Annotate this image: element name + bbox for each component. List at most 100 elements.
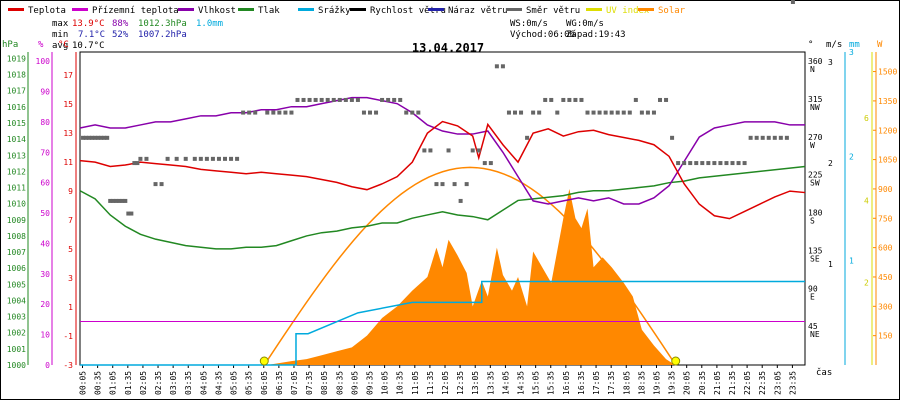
x-tick-label: 16:35 xyxy=(577,371,586,395)
wind-direction-point xyxy=(410,110,415,115)
wind-direction-point xyxy=(349,97,354,102)
x-tick-label: 05:35 xyxy=(245,371,254,395)
wind-direction-point xyxy=(621,110,626,115)
pressure-tick-label: 1006 xyxy=(7,264,26,273)
wind-tick-label: 3 xyxy=(828,58,833,67)
x-tick-label: 09:05 xyxy=(350,371,359,395)
wind-direction-point xyxy=(241,110,246,115)
wind-direction-point xyxy=(476,148,481,153)
direction-unit: ° xyxy=(808,40,813,50)
x-tick-label: 02:05 xyxy=(139,371,148,395)
wind-direction-point xyxy=(651,110,656,115)
pressure-tick-label: 1005 xyxy=(7,280,26,289)
wind-direction-point xyxy=(192,156,197,161)
x-axis-label: čas xyxy=(816,367,832,378)
direction-tick-name: N xyxy=(810,65,815,74)
pressure-unit: hPa xyxy=(2,40,18,50)
x-tick-label: 23:05 xyxy=(773,371,782,395)
legend-label: Tlak xyxy=(258,6,280,16)
wind-direction-point xyxy=(183,156,188,161)
wind-direction-point xyxy=(283,110,288,115)
wind-direction-point xyxy=(87,135,92,140)
temp-tick-label: -1 xyxy=(63,332,73,341)
humidity-tick-label: 90 xyxy=(40,88,50,97)
x-tick-label: 23:35 xyxy=(788,371,797,395)
direction-tick-label: 180 xyxy=(808,209,823,218)
pressure-tick-label: 1004 xyxy=(7,296,26,305)
wind-direction-point xyxy=(500,64,505,69)
legend-swatch xyxy=(238,8,254,11)
sun-marker xyxy=(671,356,681,366)
humidity-tick-label: 10 xyxy=(40,331,50,340)
temp-tick-label: 3 xyxy=(68,274,73,283)
wind-direction-point xyxy=(470,148,475,153)
temp-tick-label: 9 xyxy=(68,187,73,196)
wind-direction-point xyxy=(519,110,524,115)
x-tick-label: 00:05 xyxy=(79,371,88,395)
wind-direction-point xyxy=(301,97,306,102)
direction-tick-label: 360 xyxy=(808,57,823,66)
axes: hPa% °C ° m/s mm W101910181017101610151014101… xyxy=(2,40,897,395)
pressure-tick-label: 1017 xyxy=(7,87,26,96)
stat-ws: WS:0m/s xyxy=(510,19,548,29)
wind-direction-point xyxy=(772,135,777,140)
direction-tick-label: 90 xyxy=(808,284,818,293)
x-tick-label: 22:05 xyxy=(743,371,752,395)
legend-label: Srážky xyxy=(318,6,351,16)
wind-direction-point xyxy=(337,97,342,102)
x-tick-label: 04:05 xyxy=(199,371,208,395)
wind-direction-point xyxy=(93,135,98,140)
wind-direction-point xyxy=(754,135,759,140)
wind-direction-point xyxy=(380,97,385,102)
wind-direction-point xyxy=(513,110,517,115)
wind-direction-point xyxy=(464,182,469,187)
wind-direction-point xyxy=(120,198,125,203)
wind-direction-point xyxy=(235,156,240,161)
wind-direction-point xyxy=(748,135,753,140)
stat-avg-temp: 10.7°C xyxy=(72,41,105,51)
x-tick-label: 20:05 xyxy=(683,371,692,395)
solar-tick-label: 1050 xyxy=(878,156,897,165)
wind-direction-point xyxy=(126,211,131,216)
x-tick-label: 04:35 xyxy=(214,371,223,395)
humidity-tick-label: 0 xyxy=(45,361,50,370)
wind-direction-point xyxy=(579,97,584,102)
wind-direction-point xyxy=(96,135,101,140)
humidity-unit: % xyxy=(38,40,44,50)
humidity-tick-label: 40 xyxy=(40,239,50,248)
x-tick-label: 01:05 xyxy=(109,371,118,395)
wind-direction-point xyxy=(706,161,711,166)
x-tick-label: 10:35 xyxy=(396,371,405,395)
stat-max-rain: 1.0mm xyxy=(196,19,223,29)
legend-label: UV index xyxy=(606,6,650,16)
solar-tick-label: 900 xyxy=(878,185,893,194)
x-tick-label: 03:35 xyxy=(184,371,193,395)
wind-direction-point xyxy=(165,156,170,161)
wind-direction-point xyxy=(627,110,632,115)
wind-direction-point xyxy=(159,182,164,187)
legend-label: Přízemní teplota xyxy=(92,6,179,16)
humidity-tick-label: 70 xyxy=(40,148,50,157)
wind-direction-point xyxy=(129,211,134,216)
uv-tick-label: 6 xyxy=(864,114,869,123)
wind-direction-point xyxy=(90,135,95,140)
legend-swatch xyxy=(72,8,88,11)
stat-max-temp: 13.9°C xyxy=(72,19,105,29)
wind-direction-point xyxy=(555,110,560,115)
temp-tick-label: 13 xyxy=(63,129,73,138)
pressure-tick-label: 1018 xyxy=(7,71,26,80)
x-tick-label: 08:35 xyxy=(335,371,344,395)
plot-area xyxy=(79,0,806,366)
x-tick-label: 22:35 xyxy=(758,371,767,395)
wind-direction-point xyxy=(682,161,687,166)
wind-direction-point xyxy=(253,110,258,115)
direction-tick-label: 270 xyxy=(808,133,823,142)
direction-tick-name: W xyxy=(810,141,815,150)
pressure-tick-label: 1007 xyxy=(7,248,26,257)
wind-direction-point xyxy=(271,110,276,115)
legend-label: Teplota xyxy=(28,6,66,16)
series-rain xyxy=(80,280,805,366)
wind-direction-point xyxy=(567,97,572,102)
direction-tick-name: SW xyxy=(810,179,820,188)
x-tick-label: 15:05 xyxy=(532,371,541,395)
